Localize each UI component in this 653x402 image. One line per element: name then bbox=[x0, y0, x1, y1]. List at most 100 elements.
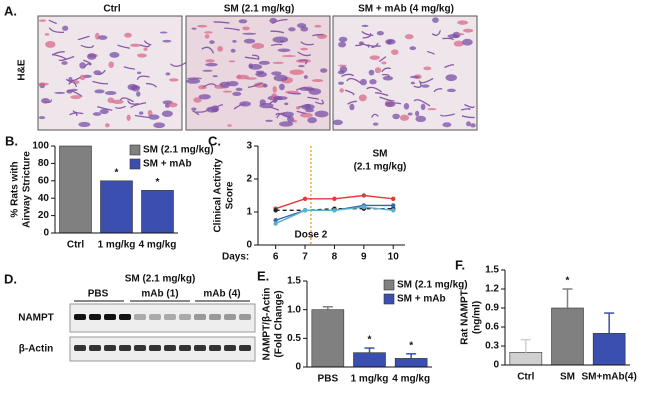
septum bbox=[268, 100, 278, 105]
cell bbox=[320, 68, 328, 73]
cell bbox=[227, 81, 239, 87]
septum bbox=[413, 82, 422, 88]
chart-title: (2.1 mg/kg) bbox=[354, 162, 407, 173]
y-tick-label: 2 bbox=[246, 174, 252, 185]
bar bbox=[311, 309, 345, 368]
x-tick-label: 7 bbox=[302, 252, 308, 263]
cell bbox=[94, 89, 105, 94]
cell bbox=[228, 60, 236, 63]
cell bbox=[242, 32, 257, 35]
cell bbox=[415, 115, 427, 123]
cell bbox=[92, 112, 102, 116]
point bbox=[302, 208, 308, 213]
septum bbox=[431, 30, 441, 36]
panel-label: C. bbox=[208, 133, 221, 148]
significance: * bbox=[156, 177, 160, 188]
septum bbox=[361, 30, 374, 37]
septum bbox=[271, 18, 288, 25]
y-tick-label: 1.0 bbox=[287, 304, 301, 315]
panel-label: D. bbox=[4, 271, 17, 286]
septum bbox=[370, 42, 379, 48]
x-tick-label: Ctrl bbox=[67, 240, 84, 251]
significance: * bbox=[566, 276, 570, 287]
septum bbox=[223, 27, 240, 31]
cell bbox=[217, 45, 223, 52]
septum bbox=[127, 100, 139, 105]
septum bbox=[80, 44, 95, 49]
cell bbox=[303, 75, 308, 79]
x-tick-label: 9 bbox=[361, 252, 367, 263]
cell bbox=[392, 113, 400, 120]
septum bbox=[298, 59, 308, 65]
y-axis-label: (Fold Change) bbox=[274, 290, 285, 357]
septum bbox=[201, 46, 215, 54]
septum bbox=[444, 64, 455, 69]
cell bbox=[227, 124, 232, 127]
band bbox=[119, 345, 131, 351]
x-tick-label: 4 mg/kg bbox=[139, 240, 177, 251]
septum bbox=[314, 99, 324, 105]
cell bbox=[191, 107, 197, 111]
septum bbox=[219, 81, 229, 88]
point bbox=[332, 208, 337, 213]
cell bbox=[300, 112, 313, 118]
cell bbox=[382, 75, 394, 81]
point bbox=[391, 203, 396, 208]
septum bbox=[298, 105, 308, 109]
septum bbox=[307, 96, 319, 100]
septum bbox=[461, 115, 475, 119]
y-tick-label: 3 bbox=[246, 141, 252, 152]
blot-title: SM (2.1 mg/kg) bbox=[125, 274, 196, 285]
cell bbox=[147, 109, 153, 117]
septum bbox=[119, 97, 135, 103]
septum bbox=[269, 106, 280, 111]
y-tick-label: 100 bbox=[32, 141, 49, 152]
cell bbox=[277, 48, 291, 53]
band bbox=[134, 345, 146, 351]
band bbox=[74, 314, 86, 320]
band bbox=[239, 314, 251, 320]
legend-label: SM (2.1 mg/kg) bbox=[397, 280, 468, 291]
cell bbox=[159, 31, 168, 34]
cell bbox=[136, 91, 141, 97]
legend-label: SM + mAb bbox=[143, 159, 192, 170]
septum bbox=[366, 86, 383, 93]
septum bbox=[43, 99, 53, 104]
septum bbox=[270, 43, 283, 47]
cell bbox=[432, 17, 439, 24]
cell bbox=[314, 110, 329, 118]
histology-images bbox=[37, 15, 478, 131]
septum bbox=[296, 86, 309, 91]
y-axis-label: (ng/ml) bbox=[472, 301, 483, 334]
septum bbox=[114, 105, 126, 109]
bar bbox=[394, 358, 428, 368]
cell bbox=[374, 67, 382, 74]
stain-label: H&E bbox=[17, 59, 28, 80]
bar bbox=[353, 352, 386, 368]
y-axis-label: Airway Stricture bbox=[22, 151, 33, 228]
bar bbox=[141, 190, 174, 234]
septum bbox=[51, 51, 65, 56]
legend-label: SM + mAb bbox=[397, 294, 446, 305]
dose-label: Dose 2 bbox=[295, 230, 328, 241]
band bbox=[194, 314, 206, 320]
cell bbox=[104, 91, 117, 96]
legend-swatch bbox=[129, 144, 141, 156]
cell bbox=[314, 24, 322, 28]
bar bbox=[509, 352, 543, 366]
septum bbox=[464, 103, 475, 109]
point bbox=[273, 208, 278, 213]
cell bbox=[470, 123, 476, 128]
cell bbox=[381, 61, 387, 65]
cell bbox=[98, 35, 108, 40]
bar bbox=[592, 333, 626, 366]
point bbox=[361, 193, 367, 198]
cell bbox=[415, 110, 420, 117]
septum bbox=[461, 108, 471, 111]
cell bbox=[230, 48, 236, 53]
septum bbox=[123, 66, 136, 70]
septum bbox=[69, 112, 78, 117]
cell bbox=[232, 40, 237, 43]
cell bbox=[391, 49, 399, 55]
septum bbox=[344, 89, 355, 96]
